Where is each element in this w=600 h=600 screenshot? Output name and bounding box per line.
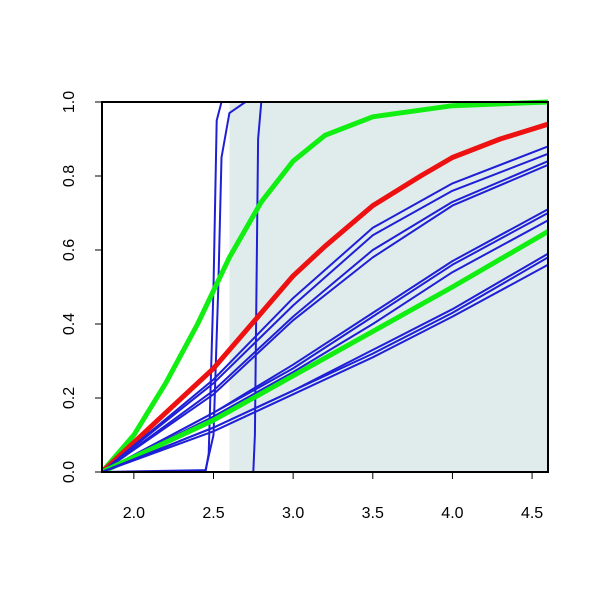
y-tick-label: 1.0	[61, 91, 78, 113]
series-line-8-blue	[102, 160, 548, 472]
x-tick-label: 3.0	[282, 505, 304, 522]
series-line-13-green	[102, 229, 548, 472]
series-line-9-blue	[102, 163, 548, 472]
y-tick-label: 0.4	[61, 313, 78, 335]
y-tick-label: 0.8	[61, 165, 78, 187]
series-line-16-blue	[102, 263, 548, 472]
x-tick-label: 4.0	[441, 505, 463, 522]
series-line-4-green	[102, 99, 548, 472]
x-tick-label: 2.5	[202, 505, 224, 522]
x-tick-label: 2.0	[123, 505, 145, 522]
series-line-6-blue	[102, 145, 548, 472]
series-line-12-blue	[102, 219, 548, 472]
y-tick-label: 0.0	[61, 461, 78, 483]
x-tick-label: 4.5	[521, 505, 543, 522]
plot-frame	[101, 101, 549, 473]
x-tick-label: 3.5	[362, 505, 384, 522]
series-line-7-blue	[102, 152, 548, 472]
series-line-2-blue	[102, 101, 548, 472]
series-line-5-red	[102, 121, 548, 472]
y-axis: 0.0 0.2 0.4 0.6 0.8 1.0	[61, 91, 102, 483]
series-line-11-blue	[102, 212, 548, 472]
y-tick-label: 0.6	[61, 239, 78, 261]
shaded-region	[229, 102, 548, 472]
y-tick-label: 0.2	[61, 387, 78, 409]
x-axis: 2.0 2.5 3.0 3.5 4.0 4.5	[123, 472, 543, 522]
series-line-15-blue	[102, 256, 548, 472]
